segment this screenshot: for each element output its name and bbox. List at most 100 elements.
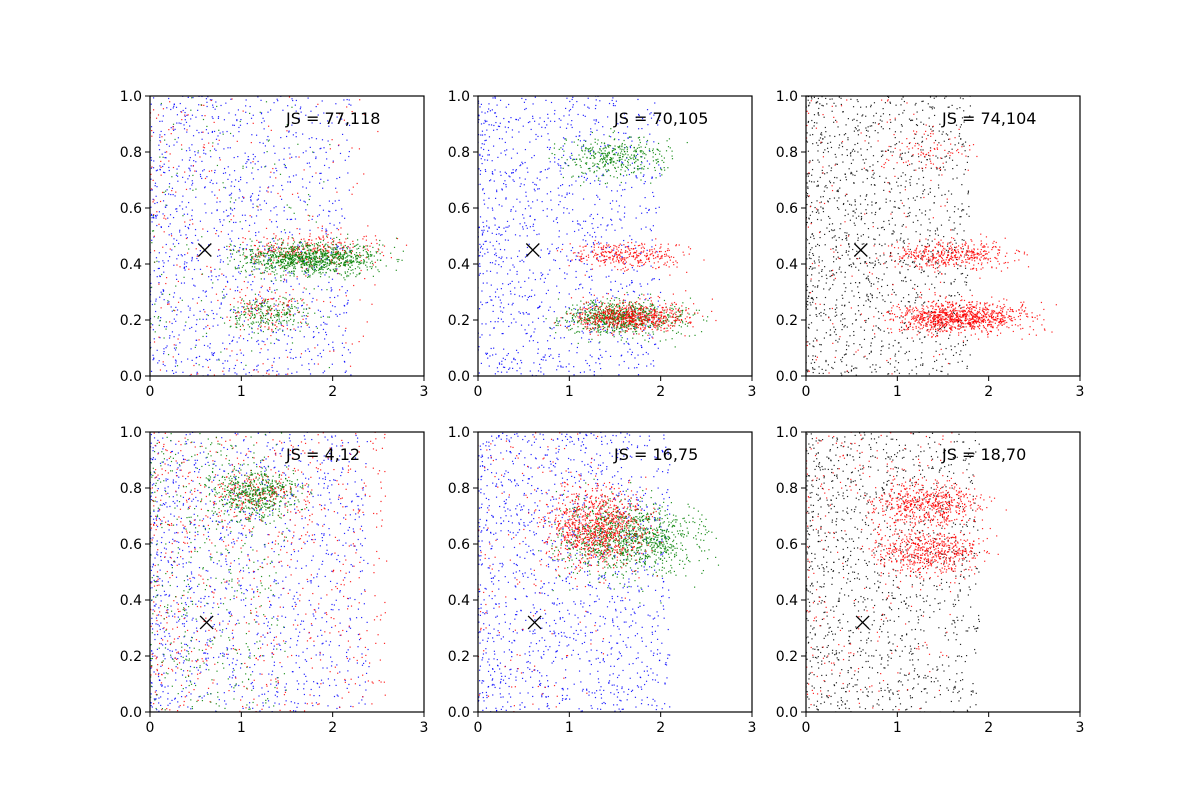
data-point [239, 221, 241, 223]
data-point [640, 150, 642, 152]
data-point [195, 188, 197, 190]
data-point [173, 344, 175, 346]
data-point [251, 304, 253, 306]
data-point [498, 243, 500, 245]
data-point [599, 183, 601, 185]
data-point [294, 268, 297, 270]
data-point [210, 99, 212, 102]
data-point [225, 276, 227, 278]
data-point [500, 310, 502, 312]
data-point [379, 253, 381, 255]
data-point [591, 308, 593, 311]
data-point [267, 254, 270, 257]
data-point [262, 300, 264, 302]
data-point [620, 327, 622, 329]
data-point [314, 249, 316, 251]
data-point [213, 130, 216, 133]
data-point [510, 322, 513, 324]
data-point [232, 124, 234, 126]
data-point [564, 196, 566, 198]
data-point [606, 171, 608, 173]
data-point [599, 354, 602, 356]
data-point [280, 261, 282, 263]
data-point [242, 165, 244, 167]
data-point [344, 279, 346, 281]
data-point [609, 305, 611, 307]
data-point [291, 257, 293, 259]
data-point [560, 173, 562, 175]
data-point [509, 282, 511, 285]
data-point [349, 260, 352, 262]
data-point [270, 171, 272, 173]
data-point [155, 195, 157, 197]
data-point [302, 260, 304, 263]
data-point [347, 254, 349, 256]
data-point [252, 252, 254, 254]
data-point [287, 261, 289, 263]
data-point [251, 134, 253, 136]
data-point [603, 330, 605, 332]
data-point [250, 284, 252, 286]
data-point [565, 139, 567, 141]
data-point [150, 167, 153, 169]
data-point [159, 165, 161, 167]
data-point [310, 263, 312, 265]
data-point [282, 256, 284, 258]
data-point [514, 287, 516, 289]
data-point [288, 270, 290, 273]
data-point [260, 254, 262, 257]
data-point [347, 237, 349, 239]
data-point [661, 155, 663, 157]
data-point [644, 146, 647, 148]
data-point [250, 199, 252, 201]
data-point [299, 330, 301, 332]
data-point [233, 185, 236, 188]
data-point [244, 310, 246, 313]
data-point [293, 248, 295, 250]
data-point [627, 351, 629, 353]
data-point [502, 321, 504, 323]
data-point [602, 161, 604, 163]
data-point [242, 354, 245, 356]
data-point [208, 142, 210, 144]
data-point [555, 248, 558, 250]
data-point [560, 251, 562, 253]
data-point [288, 306, 290, 308]
data-point [347, 264, 349, 266]
data-point [290, 357, 292, 359]
data-point [668, 314, 670, 316]
data-point [339, 253, 341, 256]
data-point [370, 267, 373, 270]
data-point [578, 135, 580, 137]
data-point [257, 321, 259, 323]
data-point [271, 267, 274, 269]
data-point [244, 258, 246, 260]
data-point [244, 152, 246, 154]
data-point [276, 170, 278, 172]
data-point [542, 315, 544, 317]
data-point [272, 283, 275, 285]
data-point [602, 126, 604, 128]
data-point [273, 257, 275, 259]
data-point [236, 267, 238, 270]
data-point [239, 247, 241, 249]
data-point [249, 254, 251, 256]
data-point [301, 270, 303, 272]
data-point [254, 156, 256, 158]
data-point [170, 235, 173, 237]
data-point [338, 144, 340, 146]
data-point [268, 307, 271, 309]
data-point [239, 325, 242, 327]
data-point [584, 153, 586, 155]
data-point [250, 305, 252, 307]
data-point [251, 289, 253, 291]
data-point [290, 246, 292, 248]
data-point [220, 231, 222, 233]
data-point [317, 260, 319, 262]
data-point [509, 290, 512, 292]
data-point [172, 123, 175, 125]
data-point [247, 281, 249, 283]
data-point [173, 144, 175, 146]
data-point [349, 249, 351, 251]
data-point [252, 206, 254, 209]
